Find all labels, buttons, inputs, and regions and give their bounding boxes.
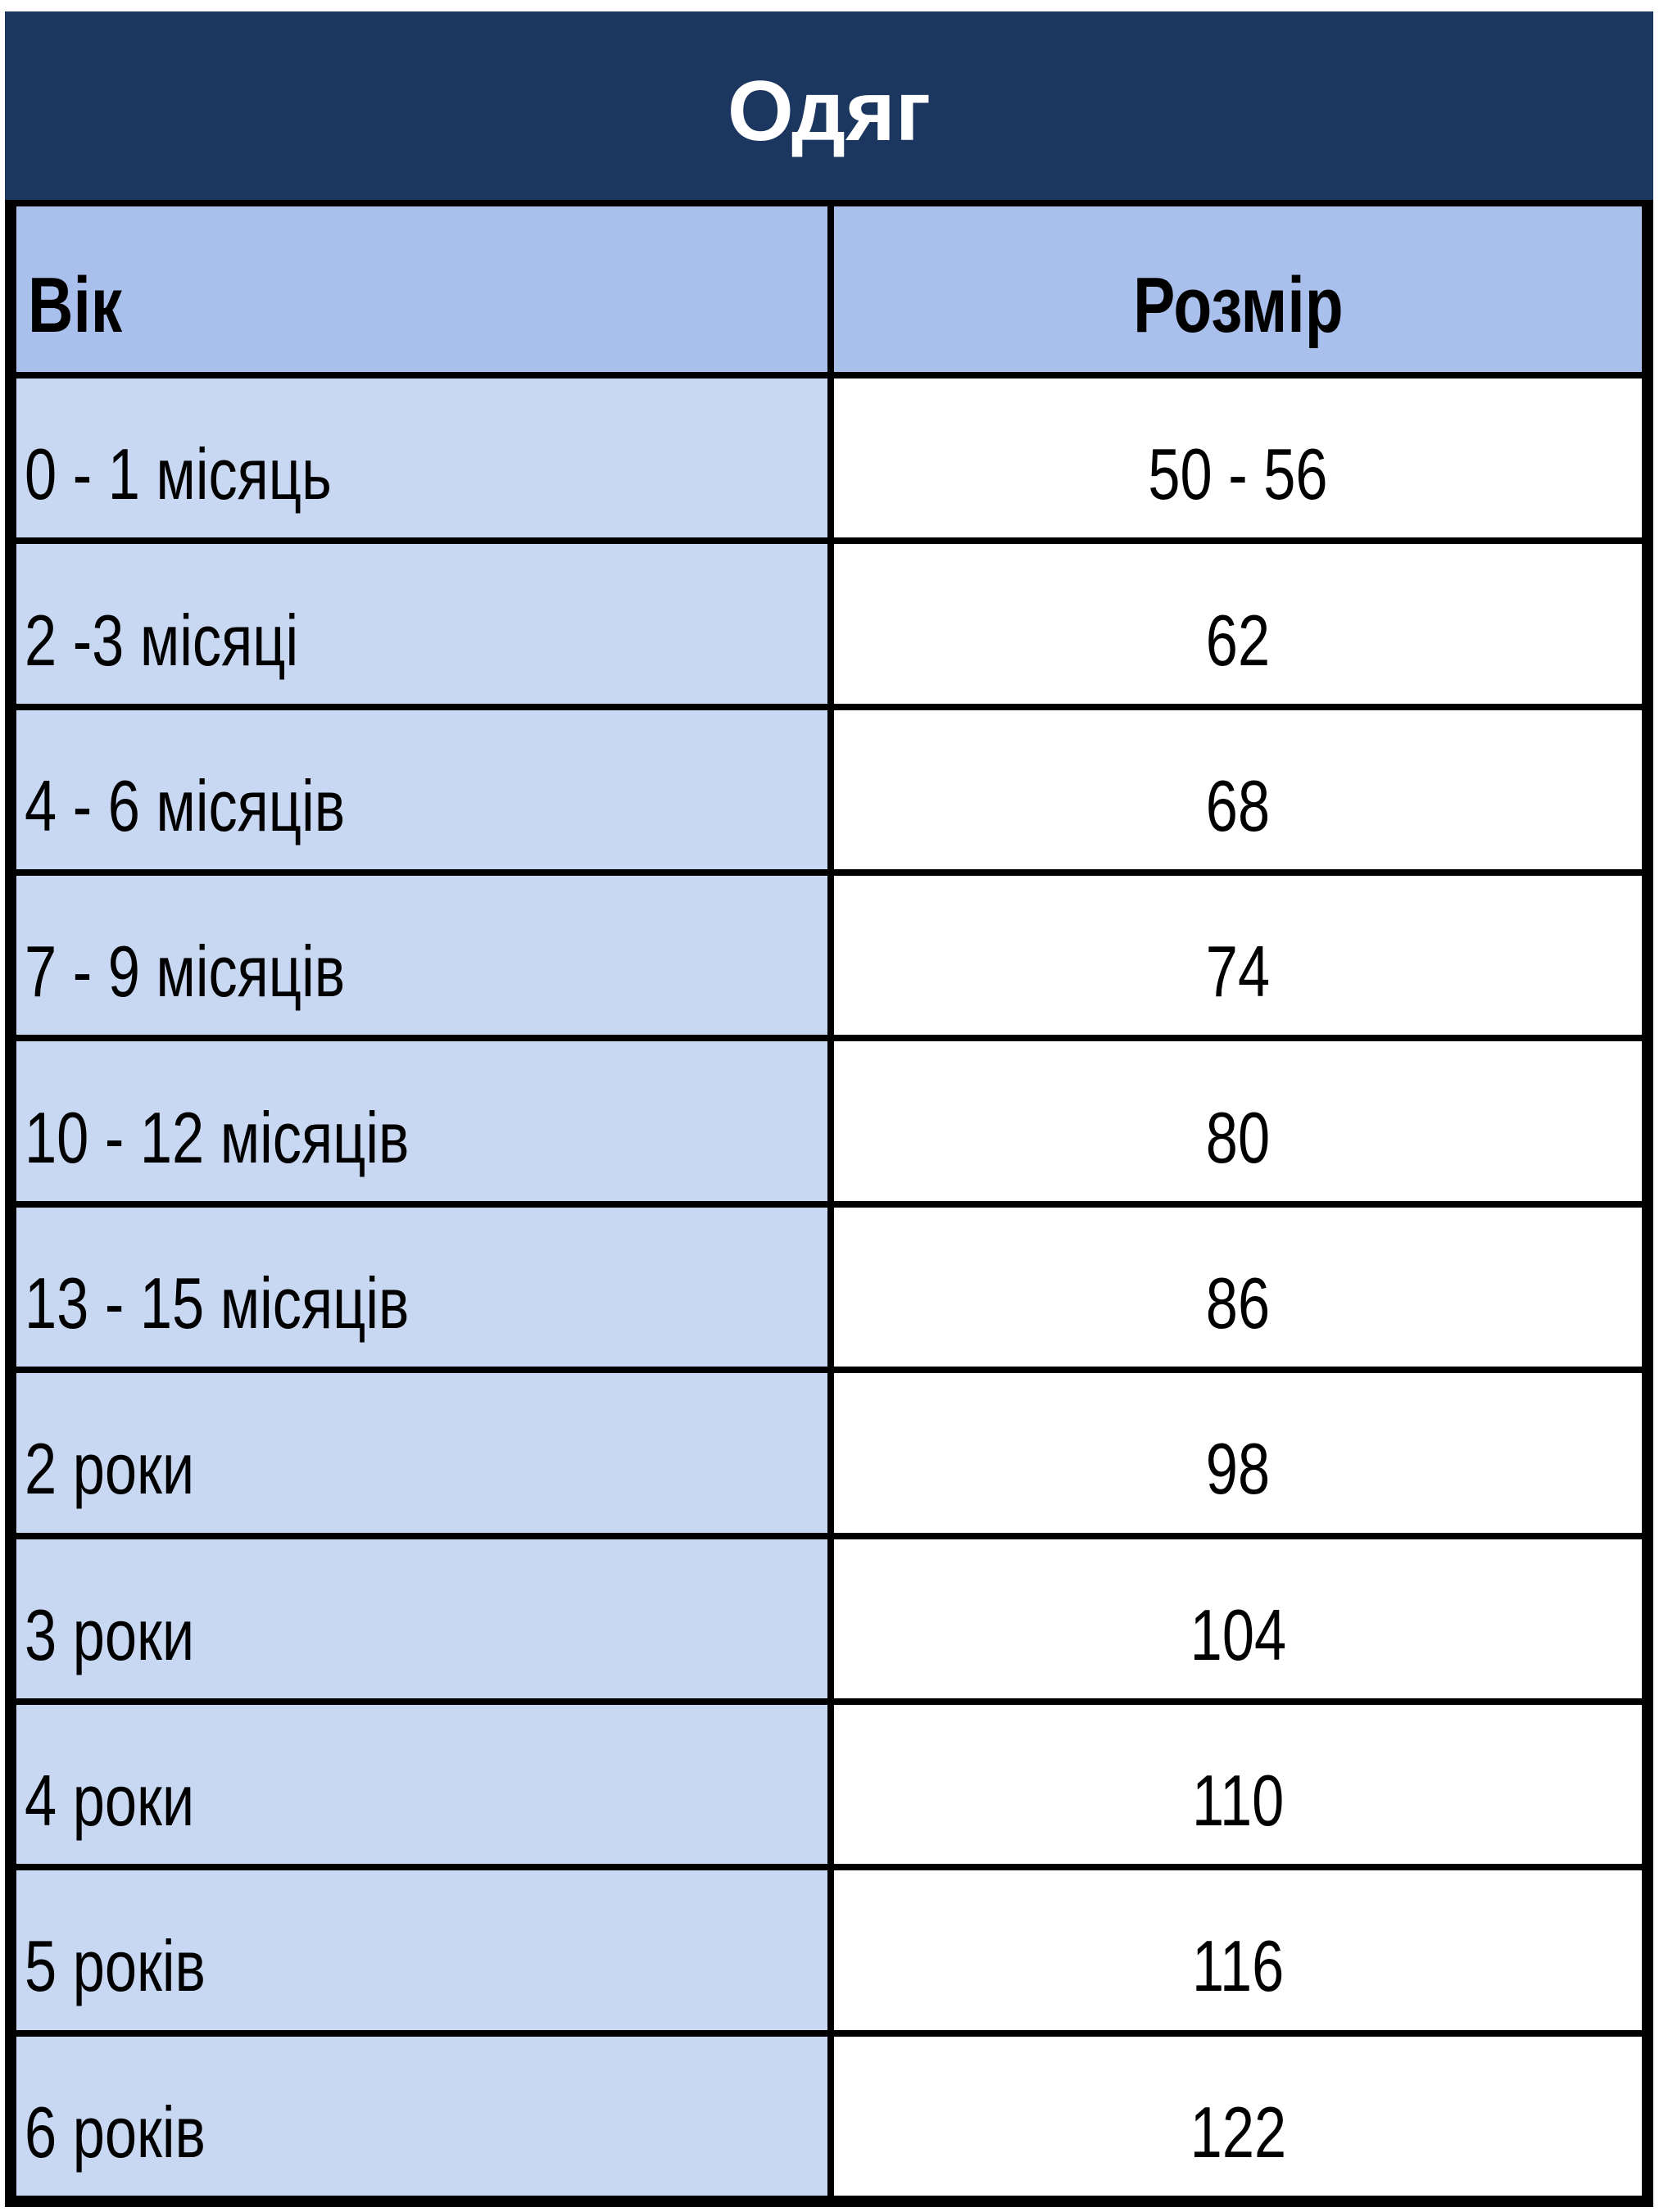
size-text: 68 <box>1205 764 1271 846</box>
size-text: 122 <box>1190 2091 1286 2173</box>
size-cell: 80 <box>834 1041 1642 1201</box>
clothing-size-table: Одяг Вік Розмір 0 - 1 місяць 50 - 56 2 -3 … <box>5 11 1653 2207</box>
age-cell: 2 роки <box>16 1373 827 1533</box>
age-text: 6 років <box>25 2091 206 2173</box>
size-cell: 68 <box>834 709 1642 870</box>
header-age: Вік <box>16 206 827 372</box>
size-text: 98 <box>1205 1428 1271 1510</box>
age-text: 2 -3 місяці <box>25 599 299 681</box>
age-cell: 6 років <box>16 2036 827 2196</box>
age-cell: 7 - 9 місяців <box>16 876 827 1036</box>
age-cell: 0 - 1 місяць <box>16 378 827 538</box>
size-cell: 86 <box>834 1207 1642 1367</box>
size-cell: 98 <box>834 1373 1642 1533</box>
header-size: Розмір <box>834 206 1642 372</box>
age-cell: 4 роки <box>16 1704 827 1865</box>
age-text: 2 роки <box>25 1428 195 1510</box>
age-text: 4 роки <box>25 1760 195 1842</box>
age-text: 10 - 12 місяців <box>25 1096 410 1178</box>
header-size-text: Розмір <box>1132 261 1344 349</box>
age-cell: 4 - 6 місяців <box>16 709 827 870</box>
age-cell: 5 років <box>16 1870 827 2030</box>
size-cell: 122 <box>834 2036 1642 2196</box>
size-cell: 110 <box>834 1704 1642 1865</box>
size-cell: 104 <box>834 1539 1642 1698</box>
size-text: 104 <box>1190 1593 1286 1675</box>
age-cell: 10 - 12 місяців <box>16 1041 827 1201</box>
size-cell: 62 <box>834 544 1642 704</box>
age-cell: 2 -3 місяці <box>16 544 827 704</box>
size-cell: 74 <box>834 876 1642 1036</box>
size-cell: 116 <box>834 1870 1642 2030</box>
size-text: 74 <box>1205 931 1271 1013</box>
size-text: 86 <box>1205 1262 1271 1344</box>
size-cell: 50 - 56 <box>834 378 1642 538</box>
table-title: Одяг <box>5 11 1653 200</box>
age-text: 5 років <box>25 1925 206 2007</box>
age-text: 4 - 6 місяців <box>25 764 346 846</box>
size-text: 110 <box>1191 1760 1285 1842</box>
age-cell: 3 роки <box>16 1539 827 1698</box>
age-text: 0 - 1 місяць <box>25 433 332 515</box>
age-text: 3 роки <box>25 1593 195 1675</box>
size-text: 62 <box>1205 599 1271 681</box>
size-text: 50 - 56 <box>1148 433 1328 515</box>
size-text: 80 <box>1205 1096 1271 1178</box>
table-title-text: Одяг <box>727 63 931 159</box>
age-text: 7 - 9 місяців <box>25 931 346 1013</box>
age-text: 13 - 15 місяців <box>25 1262 410 1344</box>
age-cell: 13 - 15 місяців <box>16 1207 827 1367</box>
header-age-text: Вік <box>28 261 123 349</box>
size-text: 116 <box>1191 1925 1285 2007</box>
